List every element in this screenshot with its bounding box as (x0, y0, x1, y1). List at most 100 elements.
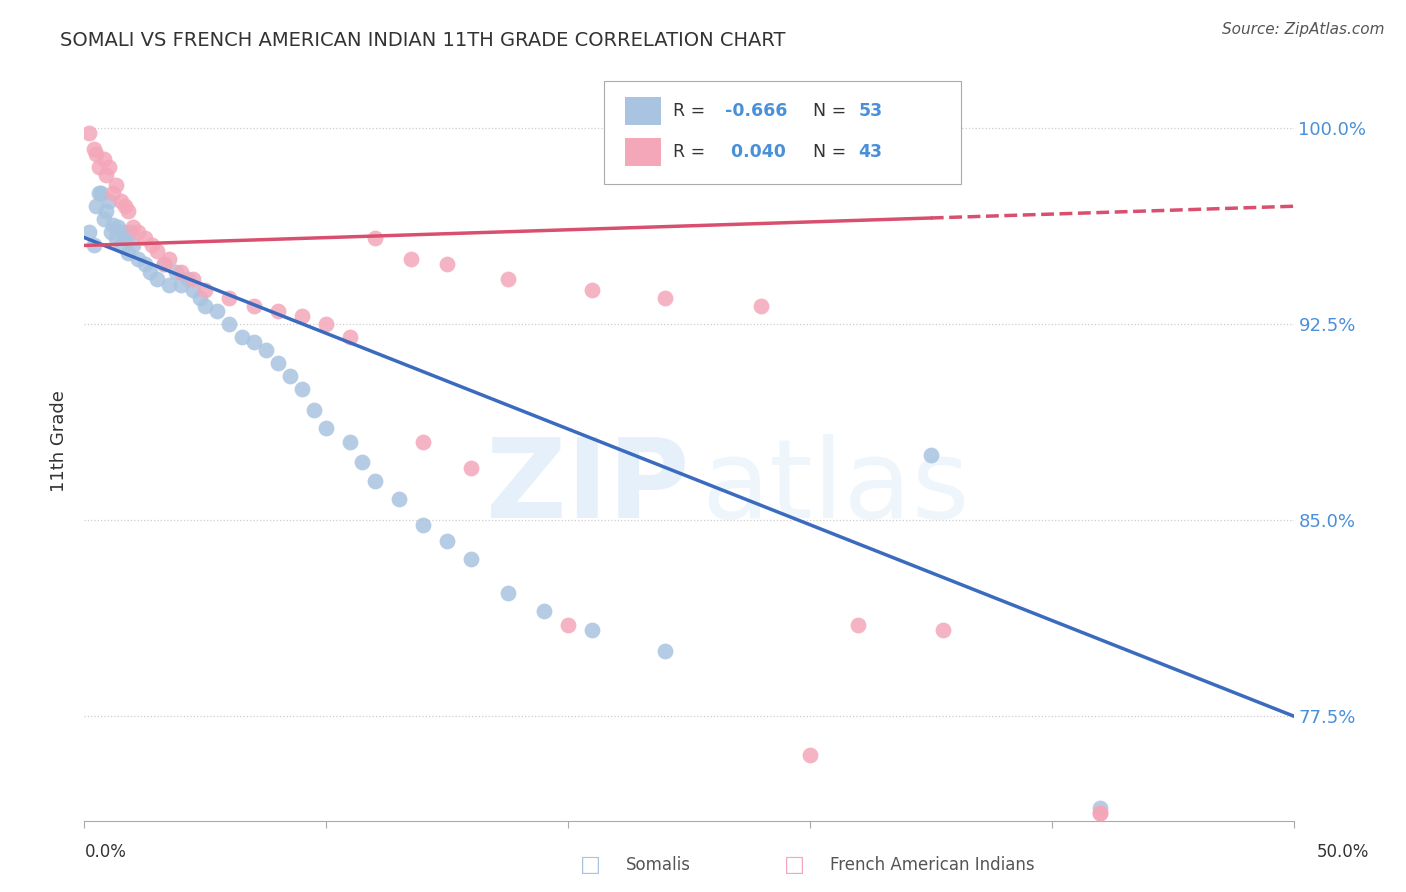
Point (87, 160, 110, 174)
Text: R =: R = (673, 143, 711, 161)
Point (141, 238, 163, 252)
Point (177, 272, 200, 286)
Text: 0.040: 0.040 (725, 143, 786, 161)
Text: 0.0%: 0.0% (84, 843, 127, 861)
Point (496, 586, 519, 600)
Point (110, 238, 132, 252)
Point (170, 277, 193, 292)
Point (352, 455, 374, 469)
Point (846, 617, 869, 632)
Point (557, 617, 579, 632)
Point (190, 291, 212, 305)
Point (399, 252, 422, 266)
Point (267, 303, 290, 318)
Point (315, 317, 337, 331)
Text: French American Indians: French American Indians (830, 856, 1035, 874)
Text: 43: 43 (858, 143, 882, 161)
Point (97, 160, 120, 174)
Point (86, 199, 108, 213)
Text: ZIP: ZIP (485, 434, 689, 541)
Point (114, 199, 136, 213)
Point (654, 643, 676, 657)
Point (170, 264, 193, 278)
Point (339, 330, 361, 344)
Point (460, 460, 482, 475)
Y-axis label: 11th Grade: 11th Grade (51, 391, 69, 492)
Point (153, 257, 176, 271)
Text: Somalis: Somalis (626, 856, 690, 874)
Point (146, 272, 169, 286)
Text: □: □ (581, 855, 600, 875)
Point (114, 230, 136, 244)
Point (87, 186, 110, 201)
Point (103, 218, 125, 232)
Point (1088, 800, 1111, 814)
Point (1088, 805, 1111, 820)
Point (94, 204, 117, 219)
Point (302, 403, 325, 417)
Point (278, 369, 301, 384)
Bar (624, 96, 661, 126)
Point (146, 244, 169, 258)
Text: N =: N = (814, 143, 852, 161)
Point (388, 491, 411, 506)
Point (77, 226, 100, 240)
Point (339, 434, 361, 449)
Point (104, 178, 127, 193)
Point (581, 283, 603, 297)
Text: 53: 53 (858, 102, 883, 120)
Point (460, 552, 482, 566)
Point (110, 194, 132, 208)
Point (97, 194, 120, 208)
FancyBboxPatch shape (605, 81, 962, 184)
Point (436, 257, 458, 271)
Point (533, 605, 555, 619)
Point (181, 272, 204, 286)
Point (751, 299, 773, 313)
Point (242, 299, 264, 313)
Point (117, 204, 139, 219)
Point (363, 474, 385, 488)
Point (107, 220, 129, 235)
Point (86, 147, 108, 161)
Text: Source: ZipAtlas.com: Source: ZipAtlas.com (1222, 22, 1385, 37)
Point (157, 277, 180, 292)
Point (93, 212, 115, 227)
Point (496, 272, 519, 286)
Text: □: □ (785, 855, 804, 875)
Point (103, 186, 125, 201)
Point (134, 257, 156, 271)
Point (194, 283, 217, 297)
Point (267, 356, 290, 370)
Point (412, 434, 434, 449)
Point (181, 283, 204, 297)
Text: -0.666: -0.666 (725, 102, 787, 120)
Text: R =: R = (673, 102, 711, 120)
Point (218, 317, 240, 331)
Point (94, 168, 117, 182)
Point (412, 518, 434, 533)
Point (165, 264, 187, 278)
Text: atlas: atlas (702, 434, 970, 541)
Point (120, 226, 142, 240)
Point (112, 226, 135, 240)
Point (83, 142, 105, 156)
Point (83, 238, 105, 252)
Text: SOMALI VS FRENCH AMERICAN INDIAN 11TH GRADE CORRELATION CHART: SOMALI VS FRENCH AMERICAN INDIAN 11TH GR… (60, 30, 786, 50)
Point (242, 335, 264, 350)
Point (121, 220, 143, 235)
Point (207, 303, 229, 318)
Point (121, 238, 143, 252)
Point (436, 533, 458, 548)
Point (117, 246, 139, 260)
Point (291, 309, 314, 323)
Bar (624, 137, 661, 166)
Point (315, 421, 337, 435)
Point (157, 252, 180, 266)
Text: 50.0%: 50.0% (1316, 843, 1369, 861)
Point (363, 230, 385, 244)
Point (153, 257, 176, 271)
Point (138, 264, 160, 278)
Point (194, 299, 217, 313)
Point (291, 382, 314, 396)
